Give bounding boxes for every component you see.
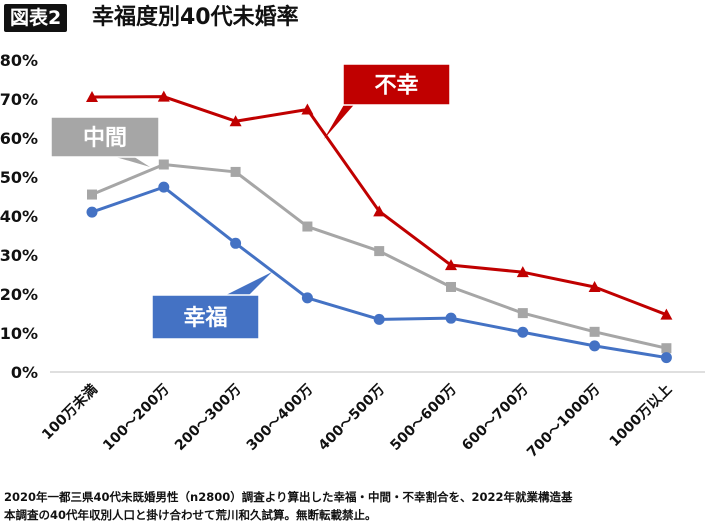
data-point-happy xyxy=(445,312,457,324)
footnote-line-1: 2020年一都三県40代未既婚男性（n2800）調査より算出した幸福・中間・不幸… xyxy=(4,490,573,504)
x-tick-label: 500～600万 xyxy=(387,382,459,454)
footnote: 2020年一都三県40代未既婚男性（n2800）調査より算出した幸福・中間・不幸… xyxy=(4,488,706,524)
legend-label-neutral: 中間 xyxy=(83,126,127,151)
x-tick-label: 100万未満 xyxy=(38,381,100,443)
data-point-unhappy xyxy=(660,308,673,320)
data-point-happy xyxy=(158,181,170,193)
data-point-unhappy xyxy=(86,91,98,103)
data-point-unhappy xyxy=(301,103,314,115)
data-point-happy xyxy=(301,292,313,304)
data-point-happy xyxy=(517,326,529,338)
y-tick-label: 30% xyxy=(0,246,38,265)
legend-label-unhappy: 不幸 xyxy=(374,73,418,99)
data-point-neutral xyxy=(158,159,169,170)
data-point-happy xyxy=(86,206,98,218)
y-tick-label: 0% xyxy=(11,363,38,382)
x-tick-label: 200～300万 xyxy=(172,382,244,454)
y-tick-label: 60% xyxy=(0,129,38,148)
data-point-unhappy xyxy=(588,280,601,292)
data-point-neutral xyxy=(589,326,600,337)
x-tick-label: 700～1000万 xyxy=(524,382,603,461)
data-point-neutral xyxy=(374,246,385,257)
legend-callout-box-unhappy xyxy=(342,63,451,106)
data-point-happy xyxy=(373,313,385,325)
y-tick-label: 40% xyxy=(0,207,38,226)
figure-label: 図表2 xyxy=(4,4,68,32)
line-chart: 0% 10% 20% 30% 40% 50% 60% 70% 80% 100万未満 100～200万… xyxy=(0,51,705,461)
data-point-neutral xyxy=(446,281,456,292)
data-point-neutral xyxy=(661,343,672,354)
data-point-neutral xyxy=(230,166,241,177)
data-point-neutral xyxy=(302,221,313,232)
chart-header: 図表2 幸福度別40代未婚率 xyxy=(0,0,710,40)
data-point-unhappy xyxy=(229,115,242,127)
y-tick-label: 50% xyxy=(0,168,38,187)
x-tick-label: 100～200万 xyxy=(100,382,172,454)
x-tick-label: 1000万以上 xyxy=(607,382,676,451)
data-point-neutral xyxy=(87,189,97,200)
data-point-unhappy xyxy=(445,259,457,271)
data-point-happy xyxy=(660,352,672,364)
chart-title: 幸福度別40代未婚率 xyxy=(92,5,299,30)
x-tick-label: 400～500万 xyxy=(316,382,388,454)
data-point-happy xyxy=(589,340,601,352)
legend-callout-box-happy xyxy=(151,294,260,340)
legend-label-happy: 幸福 xyxy=(183,305,227,331)
x-tick-label: 600～700万 xyxy=(459,382,531,454)
footnote-line-2: 本調査の40代年収別人口と掛け合わせて荒川和久試算。無断転載禁止。 xyxy=(4,508,377,522)
y-tick-label: 20% xyxy=(0,285,38,304)
y-tick-label: 80% xyxy=(0,51,38,70)
data-point-happy xyxy=(230,237,242,249)
data-point-unhappy xyxy=(516,266,529,278)
y-tick-label: 70% xyxy=(0,90,38,109)
x-tick-label: 300～400万 xyxy=(244,382,316,454)
data-point-neutral xyxy=(517,308,528,319)
legend-callout-box-neutral xyxy=(50,116,160,158)
data-point-unhappy xyxy=(373,205,386,217)
data-point-unhappy xyxy=(157,90,170,102)
legend-callout-pointer-happy xyxy=(220,272,272,298)
y-tick-label: 10% xyxy=(0,324,38,343)
